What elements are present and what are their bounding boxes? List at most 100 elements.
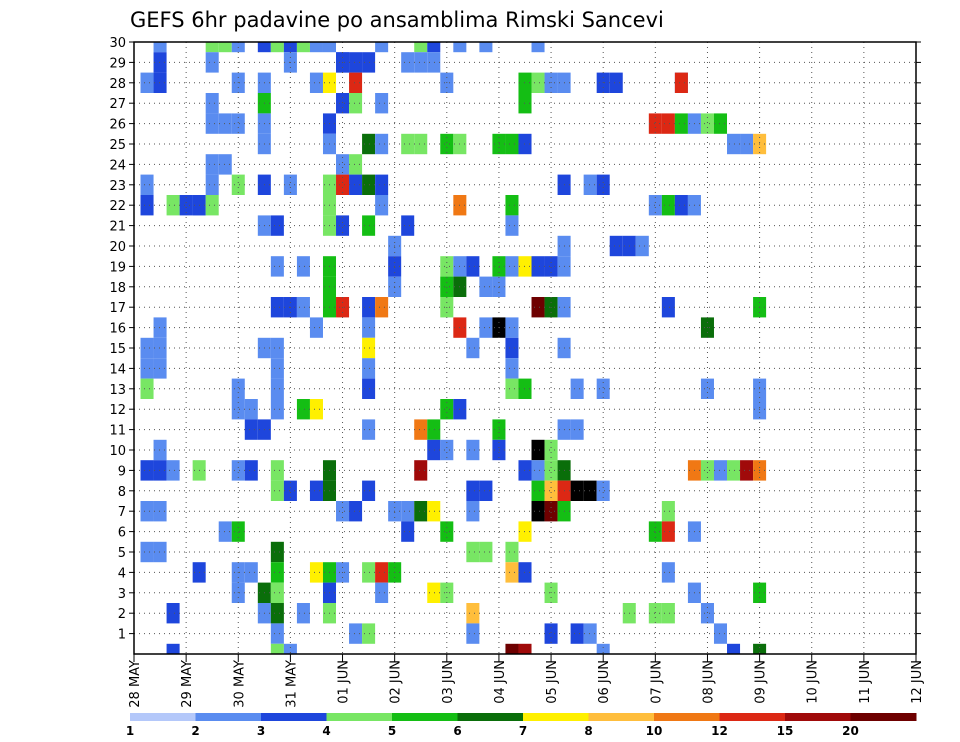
y-tick-label: 28 bbox=[109, 77, 126, 92]
heatmap-cell bbox=[231, 113, 245, 134]
heatmap-cell bbox=[153, 72, 167, 93]
x-tick-label: 06 JUN bbox=[597, 660, 612, 704]
heatmap-cell bbox=[153, 460, 167, 481]
heatmap-cell bbox=[375, 562, 389, 583]
y-tick-label: 6 bbox=[118, 526, 126, 541]
heatmap-cell bbox=[270, 480, 284, 501]
heatmap-cell bbox=[661, 113, 675, 134]
y-tick-label: 16 bbox=[109, 322, 126, 337]
heatmap-cell bbox=[544, 256, 558, 277]
y-tick-label: 20 bbox=[109, 240, 126, 255]
heatmap-cell bbox=[257, 42, 271, 53]
colorbar-swatch bbox=[195, 713, 262, 721]
heatmap-cell bbox=[414, 501, 428, 522]
heatmap-cell bbox=[570, 623, 584, 644]
x-tick-label: 01 JUN bbox=[337, 660, 352, 704]
colorbar-label: 2 bbox=[191, 724, 199, 738]
heatmap-cell bbox=[244, 460, 258, 481]
heatmap-cell bbox=[544, 623, 558, 644]
y-tick-label: 19 bbox=[109, 260, 126, 275]
colorbar-swatch bbox=[261, 713, 327, 721]
heatmap-cell bbox=[700, 378, 714, 399]
heatmap-cell bbox=[362, 378, 376, 399]
heatmap-cell bbox=[544, 460, 558, 481]
heatmap-cell bbox=[440, 399, 454, 420]
heatmap-cell bbox=[427, 501, 441, 522]
heatmap-cell bbox=[596, 378, 610, 399]
heatmap-cell bbox=[231, 399, 245, 420]
heatmap-cell bbox=[479, 42, 493, 53]
heatmap-cell bbox=[296, 399, 310, 420]
heatmap-cell bbox=[401, 501, 415, 522]
heatmap-cell bbox=[505, 337, 519, 359]
y-tick-label: 17 bbox=[109, 301, 126, 316]
heatmap-cell bbox=[531, 460, 545, 481]
heatmap-cell bbox=[479, 480, 493, 501]
colorbar-label: 15 bbox=[777, 724, 794, 738]
heatmap-cell bbox=[349, 72, 363, 93]
heatmap-cell bbox=[713, 460, 728, 481]
heatmap-cell bbox=[270, 582, 284, 603]
heatmap-cell bbox=[231, 521, 245, 542]
heatmap-cell bbox=[674, 195, 688, 216]
heatmap-cell bbox=[362, 297, 376, 318]
y-tick-label: 4 bbox=[118, 566, 126, 581]
heatmap-cell bbox=[231, 378, 245, 399]
heatmap-cell bbox=[205, 113, 219, 134]
heatmap-cell bbox=[401, 52, 415, 73]
heatmap-cell bbox=[505, 643, 519, 654]
heatmap-cell bbox=[505, 215, 519, 236]
heatmap-cell bbox=[440, 439, 454, 461]
heatmap-cell bbox=[375, 133, 389, 155]
heatmap-cell bbox=[375, 42, 389, 53]
colorbar-swatch bbox=[392, 713, 458, 721]
heatmap-cell bbox=[153, 541, 167, 563]
heatmap-cell bbox=[531, 480, 545, 501]
chart-title: GEFS 6hr padavine po ansamblima Rimski S… bbox=[130, 8, 664, 32]
heatmap-cell bbox=[635, 235, 649, 257]
heatmap-cell bbox=[661, 562, 675, 583]
colorbar-label: 3 bbox=[257, 724, 265, 738]
heatmap-cell bbox=[375, 582, 389, 603]
heatmap-cell bbox=[466, 439, 480, 461]
x-tick-label: 31 MAY bbox=[284, 660, 299, 708]
heatmap-cell bbox=[231, 174, 245, 195]
heatmap-cell bbox=[153, 42, 167, 53]
y-tick-label: 27 bbox=[109, 97, 126, 112]
heatmap-cell bbox=[570, 419, 584, 440]
heatmap-cell bbox=[401, 133, 415, 155]
heatmap-cell bbox=[349, 174, 363, 195]
heatmap-cell bbox=[544, 439, 558, 461]
heatmap-cell bbox=[166, 460, 180, 481]
heatmap-cell bbox=[153, 439, 167, 461]
heatmap-cell bbox=[531, 297, 545, 318]
heatmap-cell bbox=[661, 195, 675, 216]
heatmap-cell bbox=[309, 72, 323, 93]
heatmap-cell bbox=[427, 419, 441, 440]
heatmap-cell bbox=[153, 358, 167, 379]
x-tick-label: 12 JUN bbox=[910, 660, 925, 704]
heatmap-cell bbox=[531, 439, 545, 461]
heatmap-cell bbox=[270, 256, 284, 277]
heatmap-cell bbox=[336, 215, 350, 236]
heatmap-cell bbox=[140, 337, 154, 359]
heatmap-cell bbox=[505, 541, 519, 563]
heatmap-cell bbox=[362, 133, 376, 155]
heatmap-cell bbox=[427, 52, 441, 73]
heatmap-cell bbox=[140, 174, 154, 195]
heatmap-cell bbox=[140, 195, 154, 216]
heatmap-cell bbox=[583, 480, 597, 501]
y-tick-label: 23 bbox=[109, 179, 126, 194]
heatmap-cell bbox=[362, 623, 376, 644]
heatmap-cell bbox=[609, 235, 623, 257]
heatmap-cell bbox=[362, 317, 376, 338]
heatmap-cell bbox=[205, 174, 219, 195]
y-tick-label: 10 bbox=[109, 444, 126, 459]
heatmap-cell bbox=[427, 582, 441, 603]
heatmap-cell bbox=[166, 603, 180, 624]
heatmap-cell bbox=[466, 623, 480, 644]
heatmap-cell bbox=[362, 337, 376, 359]
heatmap-cell bbox=[336, 501, 350, 522]
x-tick-label: 09 JUN bbox=[754, 660, 769, 704]
colorbar-label: 4 bbox=[322, 724, 330, 738]
